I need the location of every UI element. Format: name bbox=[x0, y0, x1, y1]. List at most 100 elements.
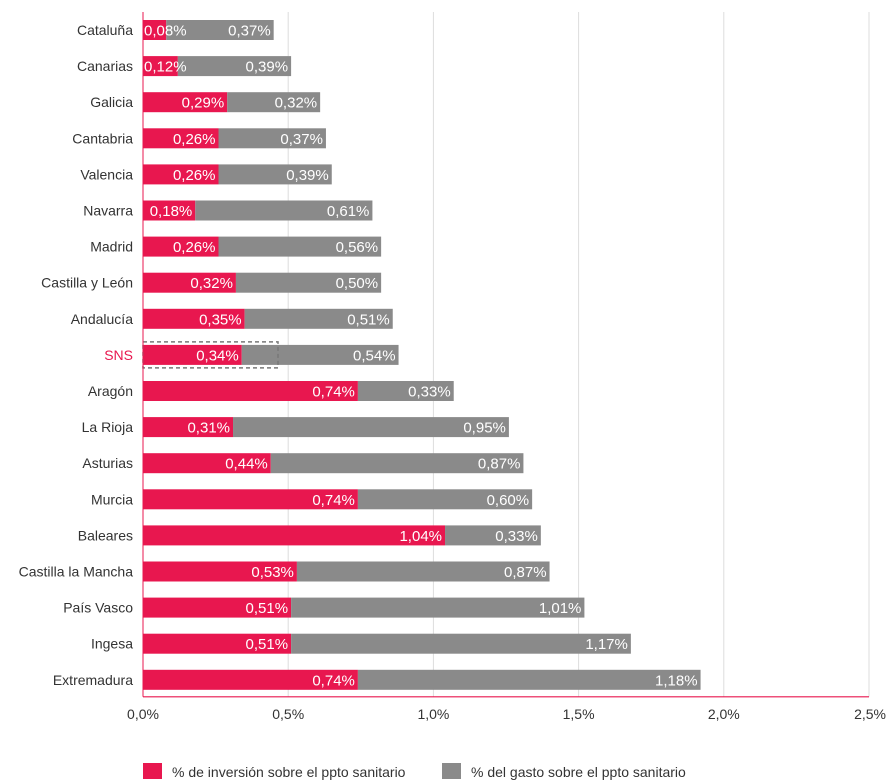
data-label-investment: 0,29% bbox=[182, 95, 225, 112]
data-label-investment: 0,34% bbox=[196, 347, 239, 364]
category-label: Asturias bbox=[82, 455, 133, 471]
bar-investment bbox=[143, 669, 358, 690]
data-label-spending: 1,18% bbox=[655, 672, 698, 689]
data-label-investment: 1,04% bbox=[399, 528, 442, 545]
bar-investment bbox=[143, 92, 228, 113]
category-label: Extremadura bbox=[53, 672, 133, 688]
bar-spending bbox=[445, 525, 541, 546]
bar-spending bbox=[195, 200, 373, 221]
data-label-investment: 0,18% bbox=[150, 203, 193, 220]
data-label-spending: 0,33% bbox=[408, 384, 451, 401]
data-label-spending: 0,87% bbox=[504, 564, 547, 581]
data-label-investment: 0,32% bbox=[190, 275, 233, 292]
data-label-spending: 0,50% bbox=[336, 275, 379, 292]
bar-investment bbox=[143, 525, 446, 546]
data-label-investment: 0,51% bbox=[246, 636, 289, 653]
bar-investment bbox=[143, 20, 167, 40]
category-label: La Rioja bbox=[82, 419, 134, 435]
x-axis: 0,0% 0,5% 1,0% 1,5% 2,0% 2,5% bbox=[127, 12, 886, 722]
data-label-spending: 0,51% bbox=[347, 311, 390, 328]
bar-investment bbox=[143, 236, 219, 257]
x-tick-label: 2,5% bbox=[854, 706, 886, 722]
data-label-investment: 0,53% bbox=[251, 564, 294, 581]
data-label-spending: 0,87% bbox=[478, 456, 521, 473]
data-label-investment: 0,74% bbox=[312, 492, 355, 509]
category-label: Galicia bbox=[90, 94, 133, 110]
data-label-spending: 0,32% bbox=[275, 95, 318, 112]
legend: % de inversión sobre el ppto sanitario %… bbox=[143, 763, 686, 780]
bar-spending bbox=[235, 272, 382, 293]
bar-spending bbox=[270, 453, 524, 474]
data-label-spending: 1,01% bbox=[539, 600, 582, 617]
bar-investment bbox=[143, 308, 245, 329]
data-label-spending: 0,37% bbox=[280, 131, 323, 148]
data-label-spending: 0,37% bbox=[228, 23, 271, 40]
bar-spending bbox=[218, 128, 326, 149]
data-label-spending: 0,60% bbox=[487, 492, 530, 509]
data-label-investment: 0,26% bbox=[173, 239, 216, 256]
bar-spending bbox=[291, 597, 585, 618]
legend-swatch-investment bbox=[143, 763, 162, 779]
category-label: Baleares bbox=[78, 527, 133, 543]
x-tick-label: 0,0% bbox=[127, 706, 159, 722]
category-label: País Vasco bbox=[63, 600, 133, 616]
x-tick-label: 1,0% bbox=[417, 706, 449, 722]
data-label-investment: 0,51% bbox=[246, 600, 289, 617]
bar-investment bbox=[143, 597, 292, 618]
bar-investment bbox=[143, 164, 219, 185]
category-label: Murcia bbox=[91, 491, 133, 507]
data-label-investment: 0,35% bbox=[199, 311, 242, 328]
bar-investment bbox=[143, 56, 178, 77]
bar-spending bbox=[177, 56, 292, 77]
bar-investment bbox=[143, 633, 292, 654]
bar-spending bbox=[166, 20, 274, 40]
x-tick-label: 0,5% bbox=[272, 706, 304, 722]
bar-spending bbox=[227, 92, 321, 113]
data-label-investment: 0,08% bbox=[144, 23, 187, 40]
bar-investment bbox=[143, 561, 297, 582]
bar-investment bbox=[143, 489, 358, 510]
bar-investment bbox=[143, 272, 236, 293]
bar-investment bbox=[143, 200, 196, 221]
data-label-spending: 0,39% bbox=[246, 59, 289, 76]
bar-investment bbox=[143, 417, 234, 438]
category-label: Canarias bbox=[77, 58, 133, 74]
bar-spending bbox=[357, 489, 533, 510]
bar-investment bbox=[143, 453, 271, 474]
category-label: SNS bbox=[104, 347, 133, 363]
bar-spending bbox=[357, 381, 454, 401]
category-label: Madrid bbox=[90, 239, 133, 255]
data-label-investment: 0,12% bbox=[144, 59, 187, 76]
legend-label-investment: % de inversión sobre el ppto sanitario bbox=[172, 764, 406, 780]
category-label: Castilla la Mancha bbox=[19, 564, 134, 580]
bar-spending bbox=[296, 561, 550, 582]
data-label-investment: 0,44% bbox=[225, 456, 268, 473]
data-label-investment: 0,31% bbox=[187, 420, 230, 437]
bar-spending bbox=[218, 164, 332, 185]
category-label: Ingesa bbox=[91, 636, 133, 652]
bar-investment bbox=[143, 128, 219, 149]
data-label-spending: 0,61% bbox=[327, 203, 370, 220]
grid-lines bbox=[287, 12, 870, 697]
data-label-spending: 1,17% bbox=[585, 636, 628, 653]
data-label-spending: 0,56% bbox=[336, 239, 379, 256]
bar-spending bbox=[241, 344, 399, 365]
category-label: Andalucía bbox=[71, 311, 133, 327]
bar-spending bbox=[357, 669, 701, 690]
data-label-investment: 0,74% bbox=[312, 384, 355, 401]
bar-spending bbox=[244, 308, 393, 329]
data-label-spending: 0,54% bbox=[353, 347, 396, 364]
data-label-spending: 0,95% bbox=[463, 420, 506, 437]
data-label-investment: 0,74% bbox=[312, 672, 355, 689]
bar-spending bbox=[233, 417, 509, 438]
x-tick-label: 2,0% bbox=[708, 706, 740, 722]
category-label: Navarra bbox=[83, 203, 133, 219]
category-label: Cantabria bbox=[72, 130, 133, 146]
x-tick-label: 1,5% bbox=[563, 706, 595, 722]
data-label-investment: 0,26% bbox=[173, 131, 216, 148]
legend-label-spending: % del gasto sobre el ppto sanitario bbox=[471, 764, 686, 780]
bar-investment bbox=[143, 381, 358, 401]
category-label: Aragón bbox=[88, 383, 133, 399]
category-labels: Cataluña Canarias Galicia Cantabria Valencia… bbox=[19, 22, 134, 688]
